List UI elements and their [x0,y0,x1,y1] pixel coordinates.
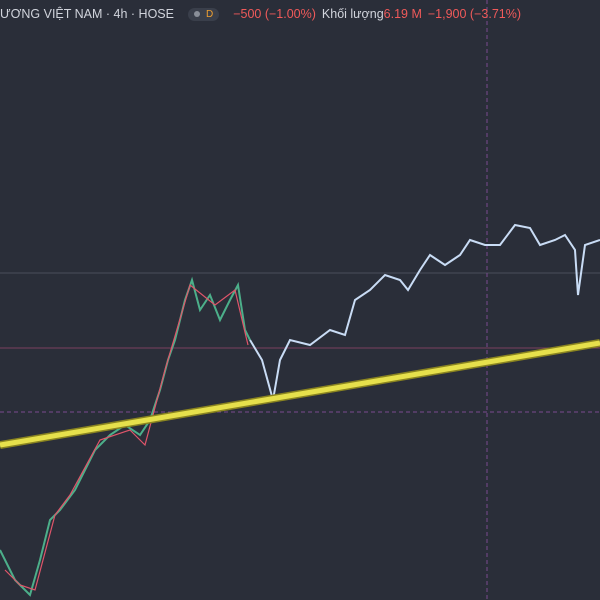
symbol-title: ƯƠNG VIỆT NAM · 4h · HOSE [0,7,174,21]
price-series-down [4,283,249,591]
badge[interactable]: D [187,7,220,21]
volume-change: −1,900 (−3.71%) [427,7,521,21]
badge-dot [193,11,200,17]
price-series [249,223,600,401]
legend-bar: ƯƠNG VIỆT NAM · 4h · HOSE D −500 (−1.00%… [0,5,521,23]
volume-label: Khối lượng [321,7,384,21]
badge-label: D [205,8,214,20]
price-change: −500 (−1.00%) [233,7,316,21]
volume-value: 6.19 M [383,7,422,21]
trend-line [0,340,600,448]
